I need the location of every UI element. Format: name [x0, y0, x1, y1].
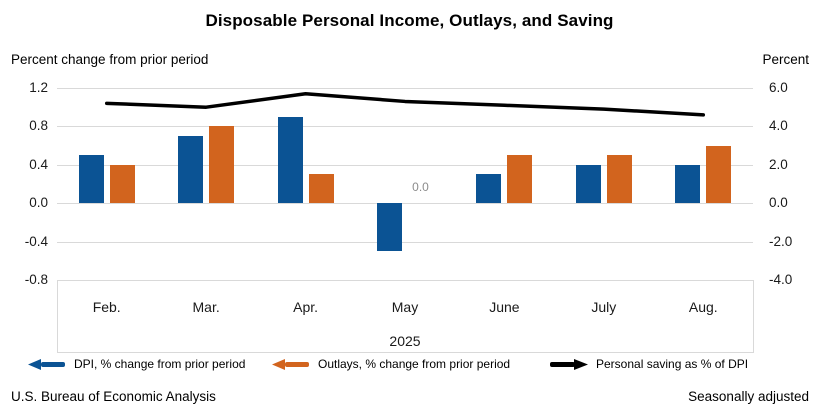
x-tick-label: Apr.: [293, 299, 319, 315]
outlays-bar: [308, 174, 334, 204]
x-tick-label: Aug.: [688, 299, 718, 315]
legend-label-outlays: Outlays, % change from prior period: [318, 357, 511, 371]
outlays-bar: [209, 126, 235, 204]
x-axis-label-box: [57, 280, 754, 353]
legend-label-saving: Personal saving as % of DPI: [596, 357, 749, 371]
y-tick-label-right: -2.0: [769, 233, 793, 249]
dpi-bar: [575, 164, 601, 204]
legend-item-dpi: DPI, % change from prior period: [28, 357, 245, 371]
dpi-bar: [78, 155, 104, 204]
gridline: [57, 164, 753, 166]
outlays-bar: [706, 145, 732, 204]
zero-value-label: 0.0: [412, 180, 429, 195]
dpi-bar: [277, 116, 303, 204]
y-tick-label-right: 0.0: [769, 195, 788, 211]
x-tick-label: July: [591, 299, 617, 315]
left-arrow-icon: [28, 358, 65, 370]
x-tick-label: June: [489, 299, 520, 315]
dpi-bar: [178, 136, 204, 204]
outlays-bar: [507, 155, 533, 204]
y-tick-label-left: 0.8: [29, 118, 48, 134]
left-arrow-icon: [272, 358, 309, 370]
x-axis-year-label: 2025: [389, 333, 421, 349]
gridline: [57, 241, 753, 243]
y-tick-label-left: 0.0: [29, 195, 48, 211]
y-tick-label-left: -0.4: [24, 233, 48, 249]
dpi-bar: [377, 203, 402, 252]
outlays-bar: [606, 155, 632, 204]
outlays-bar: [109, 164, 135, 204]
legend-item-outlays: Outlays, % change from prior period: [272, 357, 510, 371]
source-attribution: U.S. Bureau of Economic Analysis: [11, 389, 216, 404]
x-tick-label: Feb.: [92, 299, 121, 315]
gridline: [57, 126, 753, 128]
chart-title: Disposable Personal Income, Outlays, and…: [205, 11, 614, 30]
x-tick-label: Mar.: [192, 299, 220, 315]
y-tick-label-right: 6.0: [769, 80, 788, 95]
y-tick-label-left: 0.4: [29, 156, 48, 172]
y-tick-label-left: -0.8: [24, 272, 48, 287]
gridline: [57, 203, 753, 205]
y-tick-label-right: 2.0: [769, 156, 788, 172]
adjustment-note: Seasonally adjusted: [688, 389, 809, 404]
right-arrow-icon: [550, 358, 588, 370]
dpi-bar: [476, 174, 502, 204]
legend-label-dpi: DPI, % change from prior period: [74, 357, 246, 371]
right-axis-title: Percent: [762, 52, 809, 67]
left-axis-title: Percent change from prior period: [11, 52, 209, 67]
y-tick-label-right: -4.0: [769, 272, 793, 287]
y-tick-label-left: 1.2: [29, 80, 48, 95]
dpi-bar: [675, 164, 701, 204]
legend-item-saving: Personal saving as % of DPI: [550, 357, 748, 371]
x-tick-label: May: [391, 299, 419, 315]
gridline: [57, 88, 753, 89]
y-tick-label-right: 4.0: [769, 118, 788, 134]
